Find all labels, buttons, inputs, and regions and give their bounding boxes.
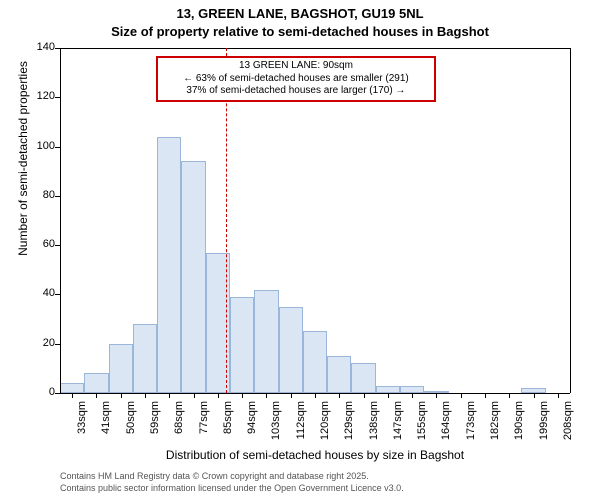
- x-tick-label: 85sqm: [222, 401, 234, 451]
- x-tick-label: 41sqm: [100, 401, 112, 451]
- histogram-bar: [327, 356, 351, 393]
- histogram-bar: [303, 331, 327, 393]
- y-tick-label: 120: [25, 90, 55, 102]
- x-tick-label: 33sqm: [76, 401, 88, 451]
- x-tick-label: 208sqm: [562, 401, 574, 451]
- y-tick-label: 100: [25, 140, 55, 152]
- y-tick-label: 40: [25, 287, 55, 299]
- chart-title-line1: 13, GREEN LANE, BAGSHOT, GU19 5NL: [0, 6, 600, 21]
- x-tick-label: 50sqm: [125, 401, 137, 451]
- x-tick-label: 173sqm: [465, 401, 477, 451]
- right-axis-line: [570, 48, 571, 393]
- x-tick-label: 120sqm: [319, 401, 331, 451]
- x-tick-label: 182sqm: [489, 401, 501, 451]
- histogram-bar: [133, 324, 157, 393]
- y-tick-label: 80: [25, 189, 55, 201]
- x-tick-label: 129sqm: [343, 401, 355, 451]
- annotation-line1: 13 GREEN LANE: 90sqm: [162, 60, 430, 73]
- histogram-bar: [400, 386, 424, 393]
- y-axis-line: [60, 48, 61, 393]
- histogram-bar: [254, 290, 278, 394]
- histogram-bar: [279, 307, 303, 393]
- histogram-bar: [60, 383, 84, 393]
- histogram-bar: [181, 161, 205, 393]
- x-tick-label: 164sqm: [440, 401, 452, 451]
- chart-title-line2: Size of property relative to semi-detach…: [0, 24, 600, 39]
- x-tick-label: 77sqm: [198, 401, 210, 451]
- histogram-bar: [230, 297, 254, 393]
- histogram-bar: [157, 137, 181, 393]
- x-tick-label: 68sqm: [173, 401, 185, 451]
- x-tick-label: 94sqm: [246, 401, 258, 451]
- histogram-bar: [376, 386, 400, 393]
- y-tick-label: 20: [25, 337, 55, 349]
- footer-line2: Contains public sector information licen…: [60, 483, 404, 493]
- x-tick-label: 59sqm: [149, 401, 161, 451]
- y-tick-label: 140: [25, 41, 55, 53]
- x-tick-label: 147sqm: [392, 401, 404, 451]
- x-tick-label: 112sqm: [295, 401, 307, 451]
- top-axis-line: [60, 48, 570, 49]
- histogram-bar: [84, 373, 108, 393]
- annotation-box: 13 GREEN LANE: 90sqm ← 63% of semi-detac…: [156, 56, 436, 102]
- y-tick-label: 0: [25, 386, 55, 398]
- footer-line1: Contains HM Land Registry data © Crown c…: [60, 471, 369, 481]
- annotation-line3: 37% of semi-detached houses are larger (…: [162, 85, 430, 98]
- histogram-bar: [109, 344, 133, 393]
- x-tick-label: 155sqm: [416, 401, 428, 451]
- chart-container: 13, GREEN LANE, BAGSHOT, GU19 5NL Size o…: [0, 0, 600, 500]
- x-tick-label: 103sqm: [270, 401, 282, 451]
- histogram-bar: [351, 363, 375, 393]
- x-tick-label: 199sqm: [538, 401, 550, 451]
- x-tick-label: 190sqm: [513, 401, 525, 451]
- y-tick-label: 60: [25, 238, 55, 250]
- annotation-line2: ← 63% of semi-detached houses are smalle…: [162, 73, 430, 86]
- x-axis-line: [60, 393, 570, 394]
- x-tick-label: 138sqm: [368, 401, 380, 451]
